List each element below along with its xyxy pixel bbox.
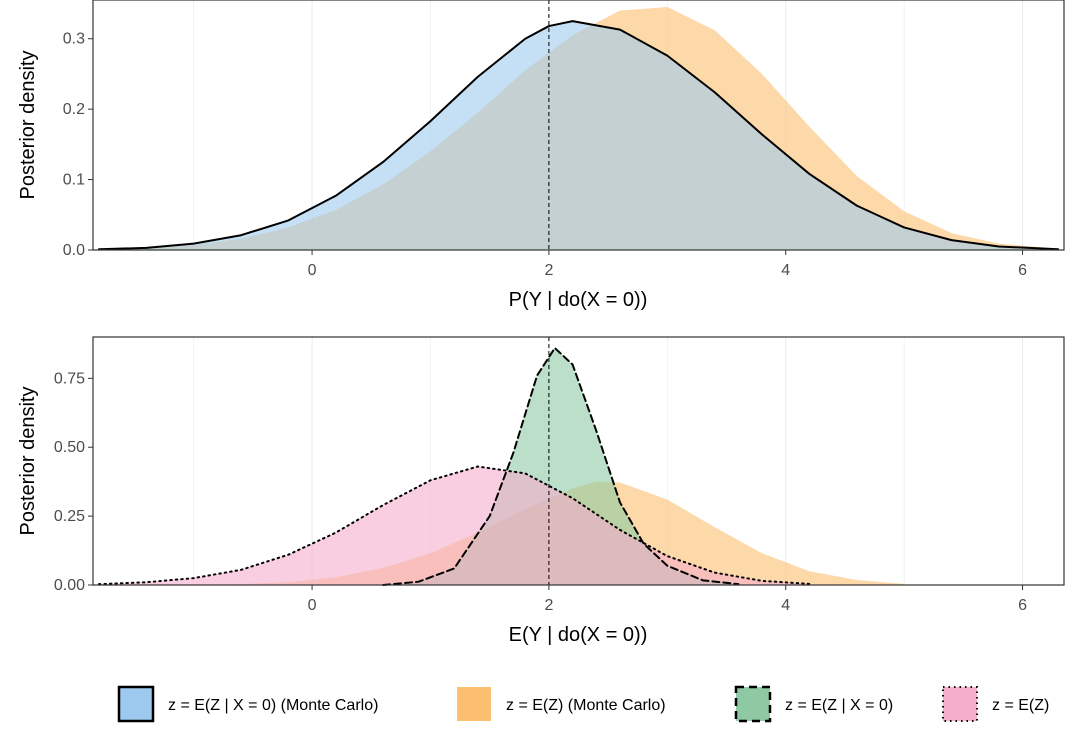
- panel-top: 0 2 4 6 0.0 0.1 0.2 0.3 P(Y | do(X = 0)) Poste…: [17, 0, 1065, 311]
- x-tick-label: 4: [781, 597, 790, 614]
- density-area: [98, 21, 1059, 250]
- x-tick-label: 0: [308, 597, 317, 614]
- y-tick-label: 0.75: [54, 370, 85, 387]
- panel-border: [92, 336, 1065, 586]
- x-axis-ticks: 0 2 4 6: [308, 585, 1027, 614]
- legend: z = E(Z | X = 0) (Monte Carlo) z = E(Z) …: [117, 685, 1049, 723]
- density-area: [98, 466, 810, 585]
- density-outline: [382, 347, 740, 586]
- legend-key-pink: [942, 686, 978, 722]
- x-tick-label: 4: [781, 262, 790, 279]
- density-outlines: [97, 20, 1060, 251]
- y-tick-label: 0.50: [54, 439, 85, 456]
- y-axis-ticks: 0.00 0.25 0.50 0.75: [54, 370, 93, 594]
- y-tick-label: 0.00: [54, 577, 85, 594]
- density-outline: [97, 20, 1060, 251]
- density-outlines: [97, 347, 811, 586]
- y-tick-label: 0.0: [63, 242, 85, 259]
- legend-item-orange: z = E(Z) (Monte Carlo): [457, 687, 666, 721]
- panel-bottom: 0 2 4 6 0.00 0.25 0.50 0.75 E(Y | do(X = 0)) P…: [17, 336, 1065, 646]
- legend-label-orange: z = E(Z) (Monte Carlo): [506, 697, 666, 714]
- legend-label-pink: z = E(Z): [992, 697, 1049, 714]
- legend-item-green: z = E(Z | X = 0): [734, 685, 893, 723]
- legend-item-blue: z = E(Z | X = 0) (Monte Carlo): [117, 685, 378, 723]
- y-tick-label: 0.25: [54, 508, 85, 525]
- x-axis-title: P(Y | do(X = 0)): [509, 289, 648, 311]
- panel-border: [92, 0, 1065, 251]
- density-areas: [98, 7, 1059, 251]
- x-tick-label: 6: [1018, 262, 1027, 279]
- x-axis-title: E(Y | do(X = 0)): [509, 624, 648, 646]
- legend-key-green: [734, 685, 772, 723]
- legend-label-blue: z = E(Z | X = 0) (Monte Carlo): [168, 697, 378, 714]
- y-tick-label: 0.3: [63, 31, 85, 48]
- x-tick-label: 6: [1018, 597, 1027, 614]
- x-tick-label: 2: [544, 597, 553, 614]
- legend-item-pink: z = E(Z): [942, 686, 1049, 722]
- legend-key-blue: [117, 685, 155, 723]
- density-area: [383, 348, 739, 585]
- x-tick-label: 0: [308, 262, 317, 279]
- y-tick-label: 0.2: [63, 101, 85, 118]
- y-axis-title: Posterior density: [17, 387, 39, 536]
- y-tick-label: 0.1: [63, 172, 85, 189]
- x-axis-ticks: 0 2 4 6: [308, 250, 1027, 279]
- y-axis-ticks: 0.0 0.1 0.2 0.3: [63, 31, 93, 259]
- legend-label-green: z = E(Z | X = 0): [785, 697, 893, 714]
- y-axis-title: Posterior density: [17, 51, 39, 200]
- legend-key-orange: [457, 687, 491, 721]
- x-tick-label: 2: [544, 262, 553, 279]
- density-outline: [97, 465, 811, 586]
